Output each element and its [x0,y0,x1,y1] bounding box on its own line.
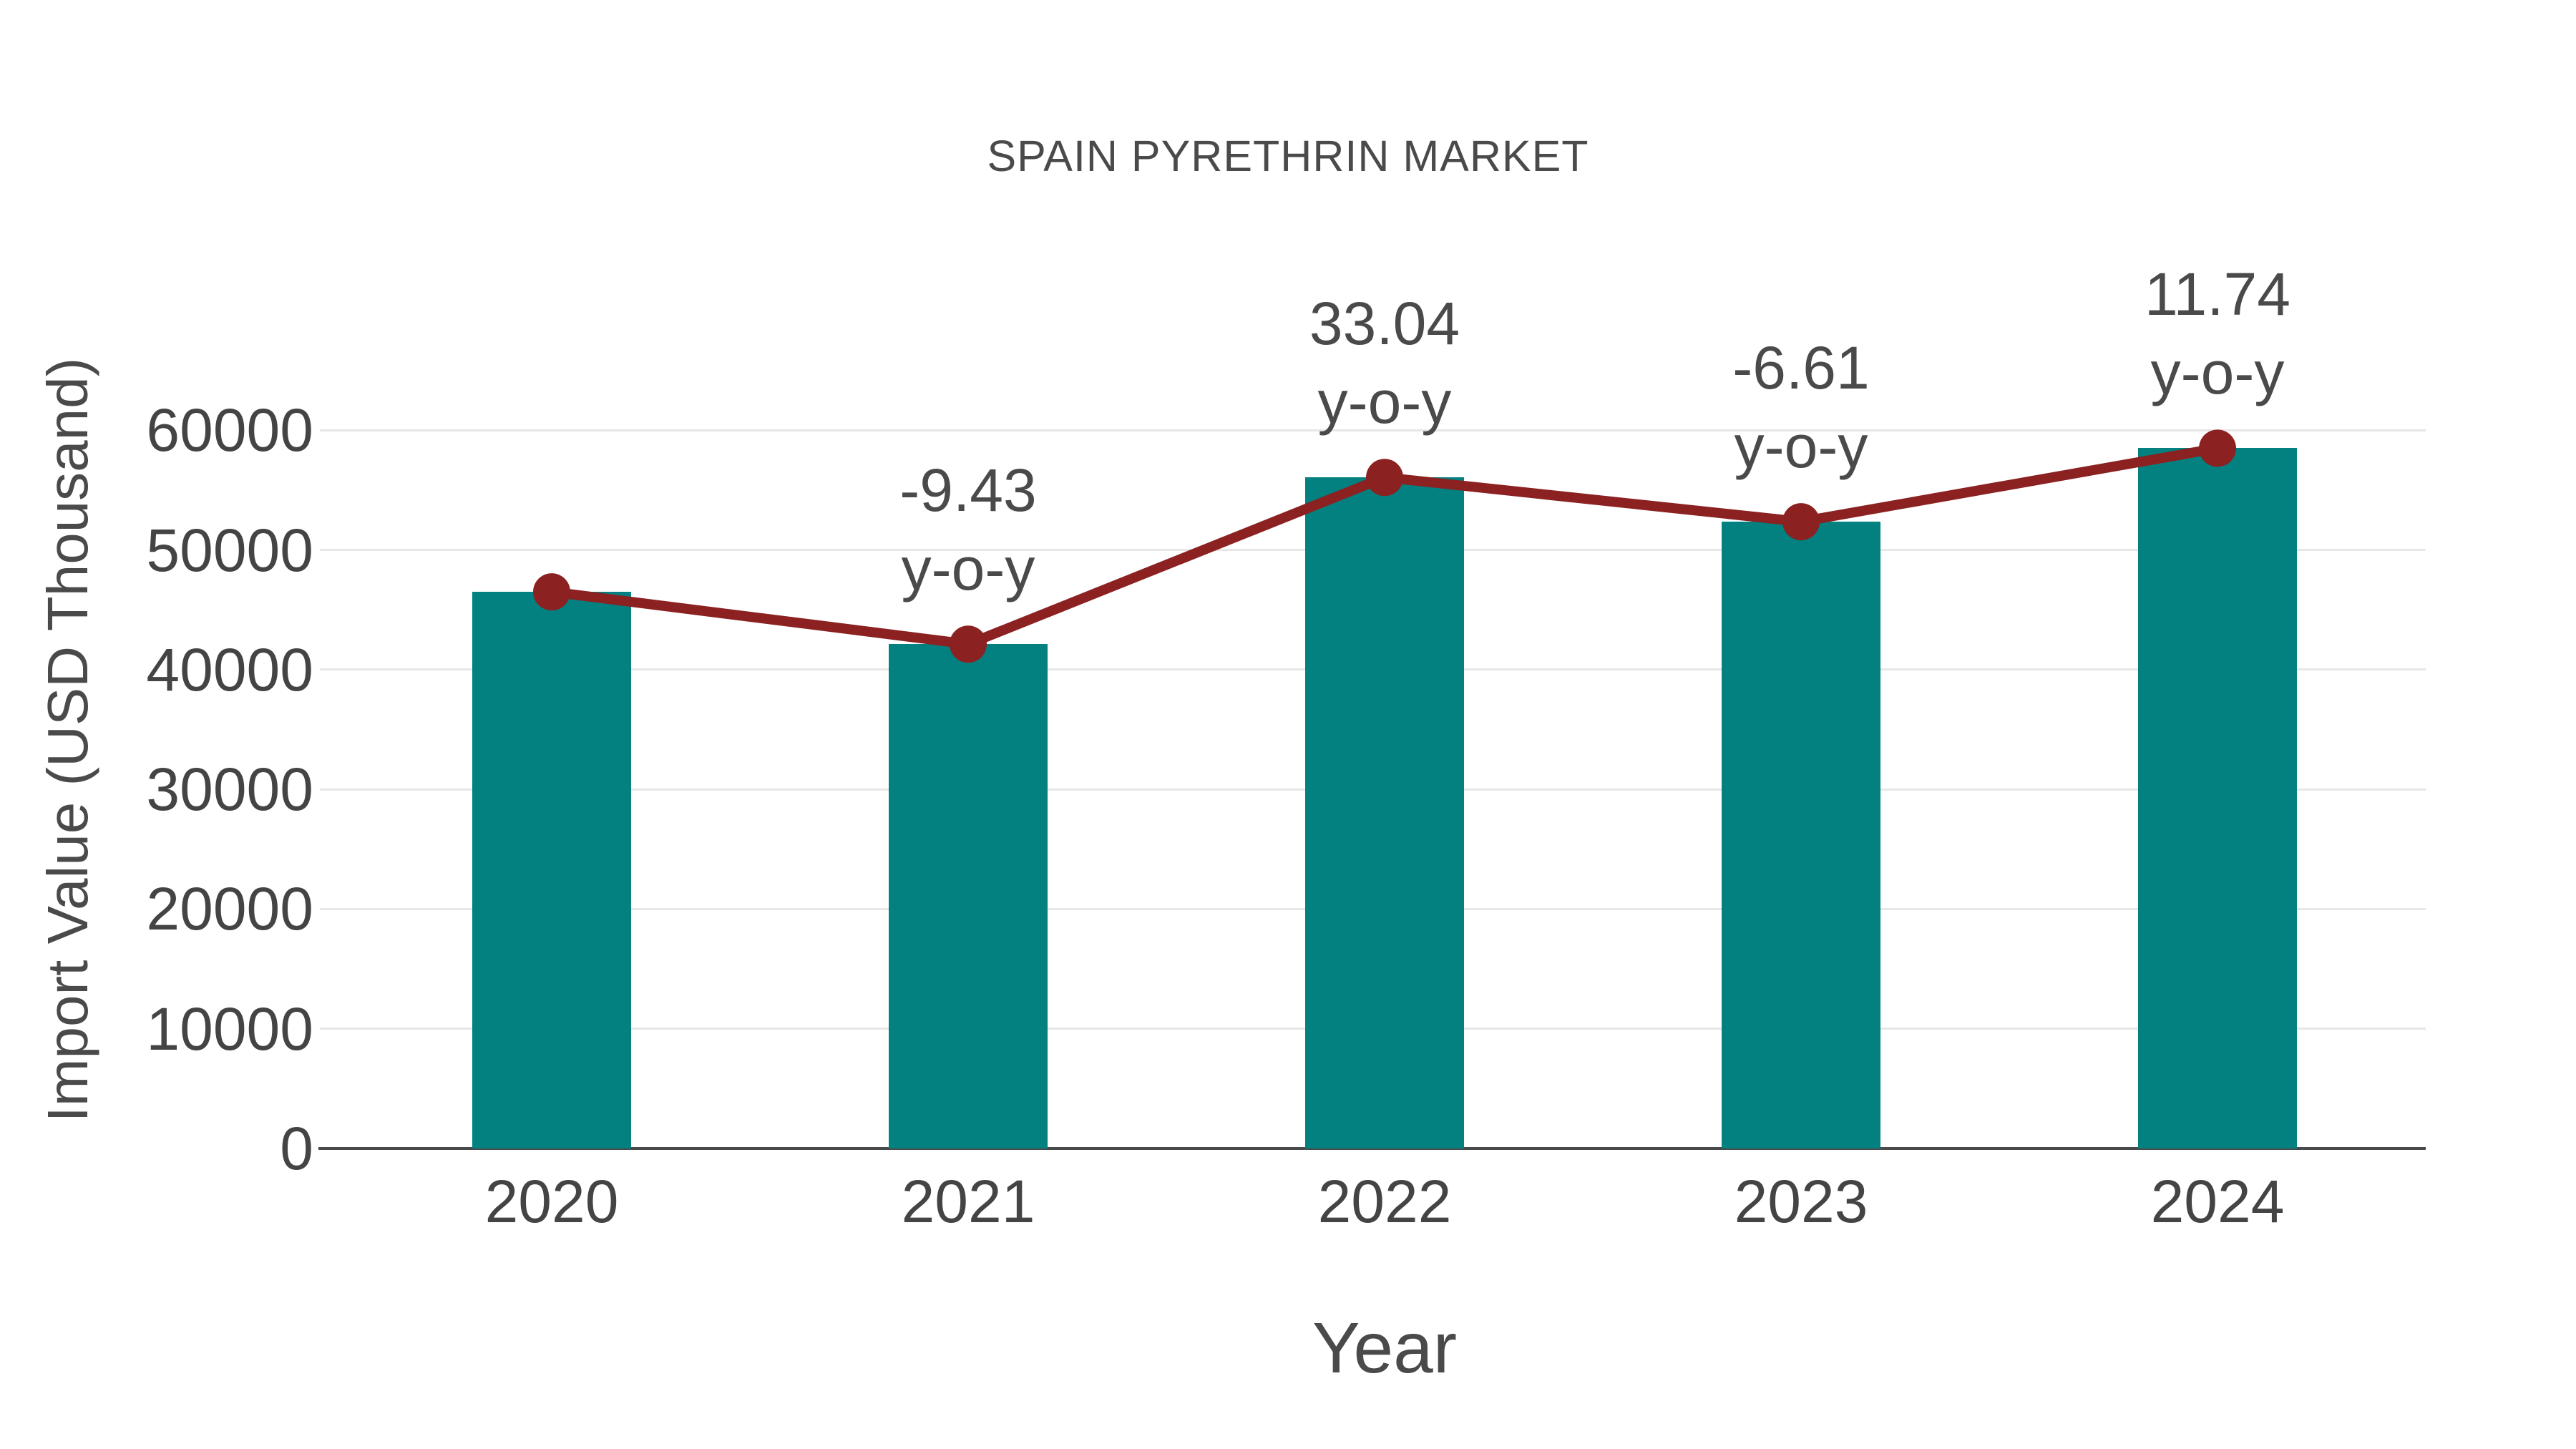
data-point-marker-2020 [533,573,570,611]
yoy-annotation-suffix: y-o-y [2150,339,2285,407]
yoy-annotation-value: 33.04 [1309,290,1460,358]
plot-area: 0 10000 20000 30000 40000 50000 60000 2020 2021 2… [146,179,2426,1233]
yoy-annotation-value: -9.43 [899,457,1037,525]
x-axis-title: Year [1312,1308,1458,1388]
y-tick-label-20000: 20000 [146,875,313,943]
data-point-marker-2024 [2199,429,2236,467]
y-axis-title: Import Value (USD Thousand) [36,357,99,1123]
yoy-annotation-value: -6.61 [1732,334,1870,402]
y-tick-label-10000: 10000 [146,995,313,1063]
chart-title: SPAIN PYRETHRIN MARKET [987,132,1589,180]
y-tick-label-0: 0 [280,1115,313,1182]
yoy-annotation-2022: 33.04 y-o-y [1156,284,1614,441]
gridline-60000 [320,429,2426,431]
x-tick-label-2023: 2023 [1734,1168,1868,1235]
yoy-annotation-suffix: y-o-y [901,535,1035,603]
y-tick-label-30000: 30000 [146,756,313,824]
bar-2023 [1722,522,1880,1148]
y-tick-label-50000: 50000 [146,516,313,584]
x-tick-label-2020: 2020 [484,1168,619,1235]
bar-2022 [1305,477,1464,1148]
data-point-marker-2021 [950,625,987,663]
yoy-annotation-value: 11.74 [2145,260,2290,328]
yoy-annotation-2021: -9.43 y-o-y [739,451,1197,608]
yoy-annotation-suffix: y-o-y [1734,413,1868,481]
yoy-trend-line-layer [533,429,2236,663]
bar-2020 [472,592,631,1148]
x-tick-label-2021: 2021 [901,1168,1035,1235]
y-tick-label-40000: 40000 [146,635,313,703]
yoy-annotation-2023: -6.61 y-o-y [1572,328,2030,486]
bar-2021 [889,644,1048,1148]
x-axis-line [318,1147,2426,1150]
data-point-marker-2023 [1782,503,1820,541]
x-tick-label-2022: 2022 [1317,1168,1452,1235]
data-point-marker-2022 [1366,459,1403,497]
yoy-annotation-suffix: y-o-y [1317,369,1452,436]
yoy-annotation-2024: 11.74 y-o-y [1989,255,2446,412]
bar-2024 [2138,448,2297,1148]
x-tick-label-2024: 2024 [2150,1168,2285,1235]
y-tick-label-60000: 60000 [146,396,313,464]
